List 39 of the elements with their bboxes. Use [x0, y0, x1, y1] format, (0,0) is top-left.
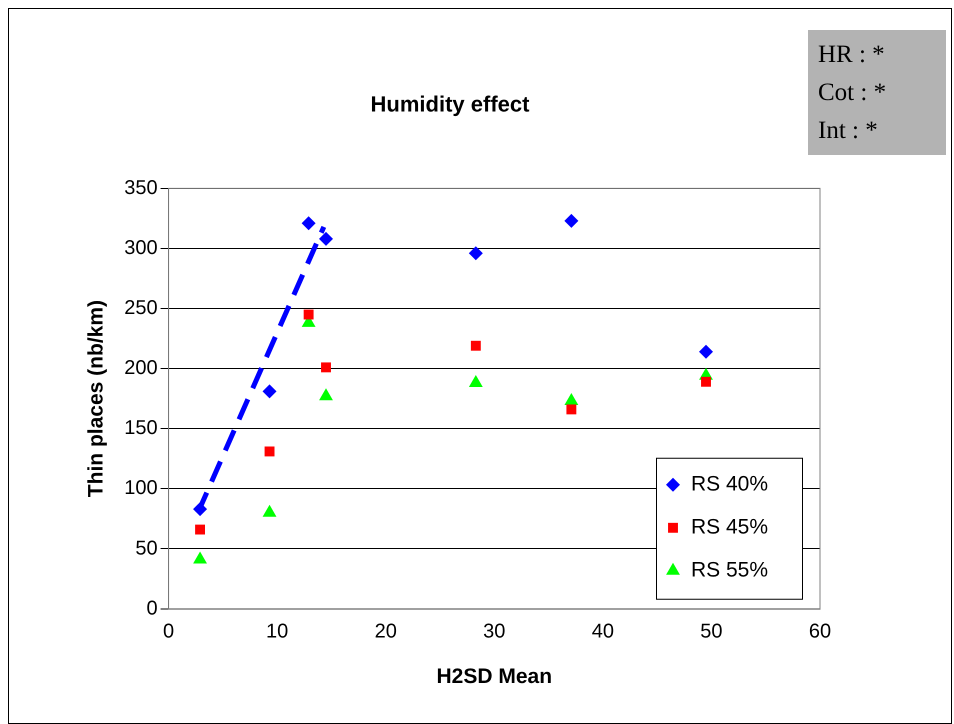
text: Cot : *: [818, 78, 888, 108]
point: [319, 232, 333, 246]
y-tick-label: 350: [124, 176, 158, 199]
x-tick-label: 60: [808, 620, 832, 642]
y-tick-label: 250: [124, 297, 158, 320]
legend-label: RS 45%: [691, 516, 768, 539]
point: [470, 340, 481, 351]
point: [262, 384, 277, 398]
text: HR : *: [818, 40, 886, 70]
point: [302, 216, 316, 230]
y-axis-title: Thin places (nb/km): [84, 300, 108, 498]
point: [195, 524, 206, 534]
y-tick-label: 50: [135, 537, 158, 560]
point: [701, 376, 711, 387]
point: [564, 214, 578, 228]
point: [193, 552, 207, 564]
point: [699, 344, 713, 359]
point: [321, 362, 331, 372]
point: [193, 502, 208, 516]
y-tick-label: 150: [124, 417, 158, 440]
x-tick-label: 50: [700, 620, 723, 642]
text: Int : *: [818, 116, 879, 146]
y-tick-label: 200: [124, 357, 158, 380]
point: [468, 246, 483, 260]
point: [566, 404, 576, 414]
y-tick-label: 100: [124, 477, 158, 500]
y-tick-label: 0: [146, 597, 158, 620]
x-tick-label: 40: [592, 620, 614, 642]
x-tick-label: 30: [483, 620, 506, 642]
point: [304, 310, 314, 320]
point: [264, 446, 274, 456]
legend-label: RS 55%: [691, 558, 768, 582]
x-tick-label: 0: [163, 620, 174, 642]
x-tick-label: 10: [266, 620, 288, 642]
x-axis-title: H2SD Mean: [436, 665, 552, 688]
legend-label: RS 40%: [691, 472, 768, 496]
y-tick-label: 300: [124, 236, 158, 259]
chart-title: Humidity effect: [370, 91, 530, 116]
x-tick-label: 20: [374, 620, 397, 642]
